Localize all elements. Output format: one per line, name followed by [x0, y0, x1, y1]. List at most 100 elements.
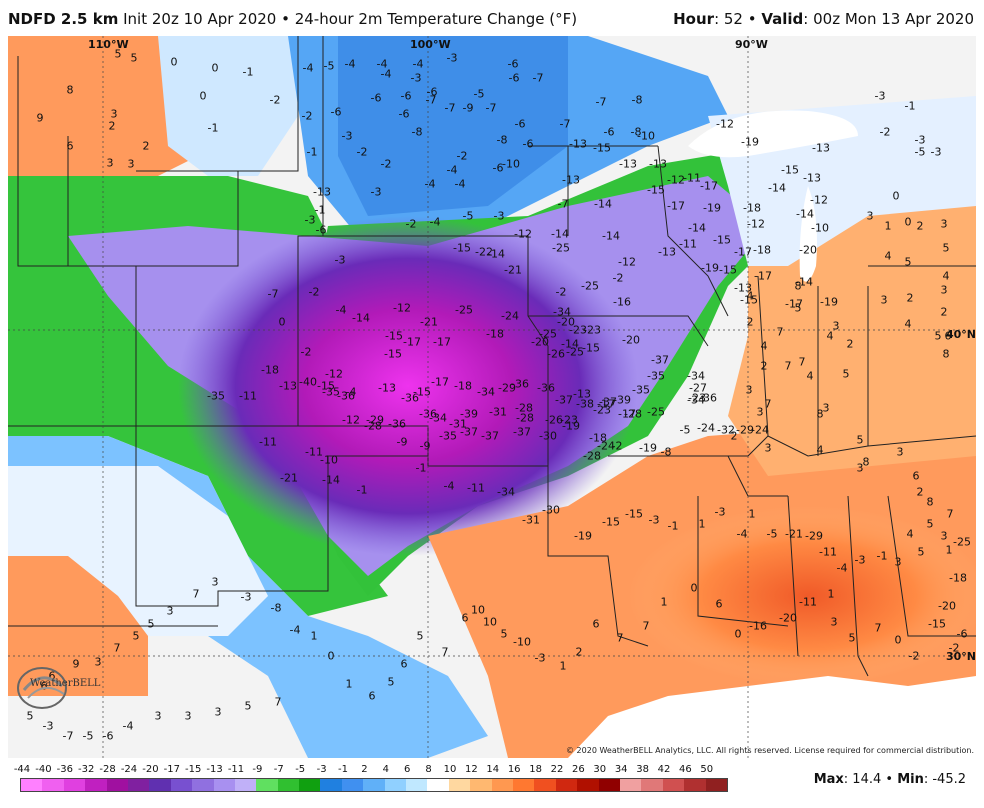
grid-value: -34: [497, 485, 515, 499]
grid-value: -37: [460, 425, 478, 439]
grid-value: -2: [611, 439, 623, 453]
grid-value: 2: [940, 305, 948, 319]
colorbar-cell: [85, 779, 107, 791]
map-title: NDFD 2.5 km Init 20z 10 Apr 2020 • 24-ho…: [8, 10, 577, 28]
grid-value: -37: [599, 395, 617, 409]
lat-label-40n: 40°N: [946, 328, 976, 341]
grid-value: 7: [874, 621, 882, 635]
colorbar-cell: [127, 779, 150, 791]
grid-value: -37: [555, 393, 573, 407]
grid-value: -28: [624, 407, 642, 421]
grid-value: 6: [368, 689, 376, 703]
grid-value: -20: [557, 315, 575, 329]
lat-label-30n: 30°N: [946, 650, 976, 663]
grid-value: 7: [616, 631, 624, 645]
grid-value: -28: [515, 401, 533, 415]
grid-value: -18: [261, 363, 279, 377]
grid-value: 3: [940, 529, 948, 543]
grid-value: 7: [784, 359, 792, 373]
colorbar-cell: [192, 779, 214, 791]
grid-value: 3: [880, 293, 888, 307]
grid-value: -2: [555, 285, 567, 299]
grid-value: -6: [507, 57, 519, 71]
grid-value: 2: [142, 139, 150, 153]
grid-value: 2: [906, 291, 914, 305]
grid-value: -8: [630, 125, 642, 139]
grid-value: 1: [559, 659, 567, 673]
grid-value: 3: [106, 156, 114, 170]
grid-value: 2: [730, 429, 738, 443]
grid-value: 6: [715, 597, 723, 611]
model-name: NDFD 2.5 km: [8, 10, 119, 28]
grid-value: -25: [581, 279, 599, 293]
grid-value: -5: [914, 145, 926, 159]
colorbar-tick-label: 46: [679, 764, 692, 775]
grid-value: 0: [892, 189, 900, 203]
colorbar-cell: [106, 779, 128, 791]
grid-value: -22: [475, 245, 493, 259]
grid-value: -4: [335, 303, 347, 317]
grid-value: -2: [612, 271, 624, 285]
grid-value: -18: [454, 379, 472, 393]
grid-value: -3: [648, 513, 660, 527]
grid-value: -3: [410, 71, 422, 85]
grid-value: -35: [632, 383, 650, 397]
grid-value: 2: [916, 219, 924, 233]
grid-value: 6: [592, 617, 600, 631]
grid-value: -25: [552, 241, 570, 255]
colorbar-tick-label: 30: [593, 764, 607, 775]
grid-value: -5: [473, 87, 485, 101]
grid-value: -3: [874, 89, 886, 103]
grid-value: -4: [289, 623, 301, 637]
grid-value: -39: [613, 393, 631, 407]
colorbar-tick-label: -40: [35, 764, 52, 775]
colorbar-tick-label: 34: [614, 764, 628, 775]
grid-value: -6: [315, 223, 327, 237]
colorbar-cell: [577, 779, 599, 791]
grid-value: -17: [667, 199, 685, 213]
grid-value: 9: [72, 657, 80, 671]
colorbar-tick-label: -11: [227, 764, 245, 775]
grid-value: -37: [481, 429, 499, 443]
grid-value: -15: [593, 141, 611, 155]
grid-value: -23: [688, 391, 706, 405]
grid-value: -4: [446, 163, 458, 177]
grid-value: 1: [698, 517, 706, 531]
grid-value: -15: [625, 507, 643, 521]
grid-value: -2: [879, 125, 891, 139]
grid-value: -14: [352, 311, 370, 325]
grid-value: -3: [341, 129, 353, 143]
grid-value: -4: [122, 719, 134, 733]
hour-value: : 52 •: [714, 10, 762, 28]
grid-value: -14: [768, 181, 786, 195]
grid-value: -39: [460, 407, 478, 421]
grid-value: -1: [667, 519, 679, 533]
grid-value: -3: [334, 253, 346, 267]
grid-value: 4: [904, 317, 912, 331]
colorbar-tick-label: 2: [361, 764, 368, 775]
grid-value: 5: [114, 47, 122, 61]
grid-value: -17: [700, 179, 718, 193]
map-canvas: [8, 36, 976, 758]
grid-value: -14: [795, 275, 813, 289]
grid-value: 4: [906, 527, 914, 541]
grid-value: -24: [501, 309, 519, 323]
grid-value: -3: [930, 145, 942, 159]
grid-value: -12: [514, 227, 532, 241]
colorbar-cell: [641, 779, 663, 791]
grid-value: 0: [734, 627, 742, 641]
colorbar-tick-label: -28: [99, 764, 116, 775]
grid-value: -20: [938, 599, 956, 613]
colorbar-tick-label: 4: [382, 764, 389, 775]
grid-value: -14: [551, 227, 569, 241]
grid-value: -3: [446, 51, 458, 65]
grid-value: -13: [658, 245, 676, 259]
grid-value: 3: [184, 709, 192, 723]
grid-value: -3: [914, 133, 926, 147]
grid-value: 2: [916, 485, 924, 499]
grid-value: -4: [412, 57, 424, 71]
grid-value: -4: [836, 561, 848, 575]
grid-value: 3: [830, 615, 838, 629]
grid-value: -7: [595, 95, 607, 109]
grid-value: -4: [454, 177, 466, 191]
